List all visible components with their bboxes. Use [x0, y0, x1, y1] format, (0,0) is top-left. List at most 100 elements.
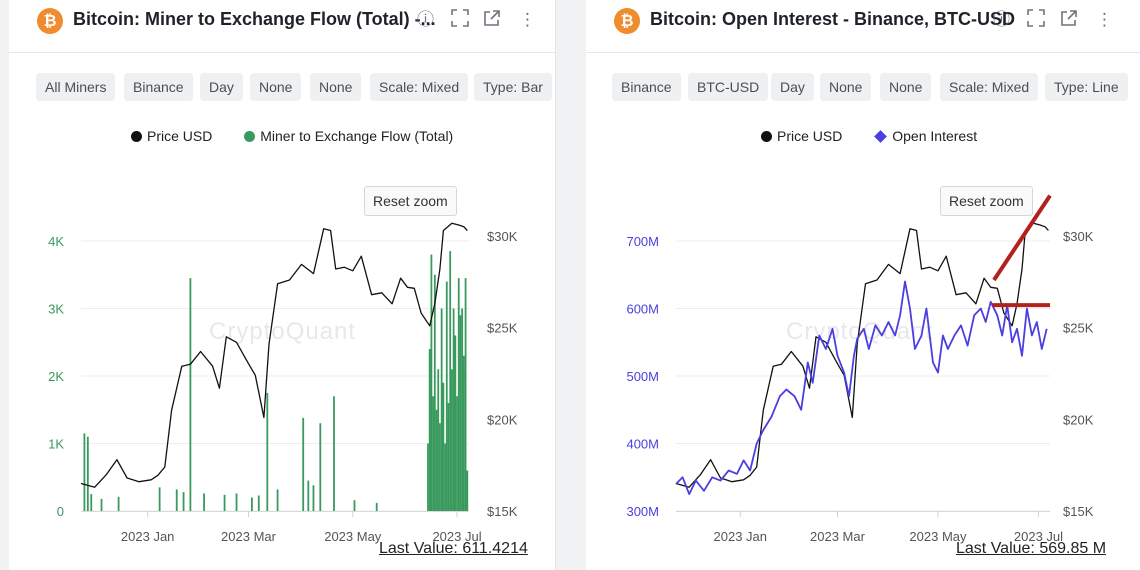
chip-type-selector[interactable]: Type: Bar: [474, 73, 552, 101]
y-right-tick-label: $20K: [1063, 412, 1094, 427]
flow-bar: [461, 308, 464, 511]
info-icon[interactable]: ⓘ: [417, 10, 434, 30]
chart-panel-miner-flow: ₿ Bitcoin: Miner to Exchange Flow (Total…: [9, 0, 556, 570]
flow-bar: [307, 480, 310, 511]
chip-ma-selector-2[interactable]: None: [310, 73, 362, 101]
flow-bar: [428, 349, 431, 511]
x-tick-label: 2023 Jan: [121, 529, 175, 544]
chip-scale-selector[interactable]: Scale: Mixed: [370, 73, 469, 101]
x-tick-label: 2023 Mar: [810, 529, 866, 544]
chart-legend: Price USD Open Interest: [761, 128, 1005, 144]
info-icon[interactable]: ⓘ: [993, 10, 1010, 30]
more-vertical-icon[interactable]: ⋮: [1096, 10, 1113, 30]
flow-bar: [457, 278, 460, 511]
flow-bar: [449, 251, 452, 511]
filter-chips: Binance BTC-USD Day None None Scale: Mix…: [586, 73, 1140, 101]
x-tick-label: 2023 Jul: [1014, 529, 1063, 544]
y-left-tick-label: 700M: [626, 234, 659, 249]
flow-bar: [430, 254, 433, 511]
legend-marker: [761, 131, 772, 142]
chip-ma-selector[interactable]: None: [250, 73, 302, 101]
y-left-tick-label: 0: [57, 504, 64, 519]
x-tick-label: 2023 May: [909, 529, 967, 544]
chart-plot-area: 0 1K 2K 3K 4K $15K $20K $25K $30K 2023 Jan 2023 Ma…: [48, 222, 518, 544]
y-right-tick-label: $25K: [487, 321, 518, 336]
flow-bar: [447, 403, 450, 511]
flow-bar: [90, 494, 93, 511]
legend-marker: [131, 131, 142, 142]
chip-miner-selector[interactable]: All Miners: [36, 73, 116, 101]
fullscreen-icon[interactable]: [451, 9, 469, 33]
reset-zoom-button[interactable]: Reset zoom: [364, 186, 457, 216]
flow-bar: [440, 308, 443, 511]
chip-type-selector[interactable]: Type: Line: [1045, 73, 1128, 101]
legend-item-flow[interactable]: Miner to Exchange Flow (Total): [244, 128, 453, 144]
legend-label: Price USD: [147, 128, 213, 144]
flow-bar: [445, 281, 448, 511]
flow-bar: [223, 494, 226, 511]
external-link-icon[interactable]: [483, 9, 501, 33]
bitcoin-icon: ₿: [37, 8, 63, 34]
flow-bar: [158, 487, 161, 511]
y-right-tick-label: $25K: [1063, 321, 1094, 336]
external-link-icon[interactable]: [1060, 9, 1078, 33]
y-left-tick-label: 3K: [48, 302, 64, 317]
legend-marker: [244, 131, 256, 142]
chip-window-selector[interactable]: Day: [771, 73, 814, 101]
flow-bar: [86, 436, 89, 511]
flow-bar: [442, 382, 445, 511]
y-left-tick-label: 400M: [626, 437, 659, 452]
y-left-tick-label: 600M: [626, 302, 659, 317]
bitcoin-icon: ₿: [614, 8, 640, 34]
y-left-tick-label: 500M: [626, 369, 659, 384]
flow-bar: [182, 492, 185, 511]
chart-title: Bitcoin: Open Interest - Binance, BTC-US…: [650, 9, 1016, 29]
trend-annotation-line: [992, 194, 1052, 282]
flow-bar: [462, 355, 465, 511]
flow-bar: [175, 489, 178, 511]
y-left-tick-label: 1K: [48, 437, 64, 452]
price-line: [80, 222, 468, 488]
y-right-tick-label: $20K: [487, 412, 518, 427]
flow-bar: [312, 485, 315, 511]
flow-bar: [456, 396, 458, 511]
open-interest-line: [675, 280, 1048, 495]
fullscreen-icon[interactable]: [1027, 9, 1045, 33]
chart-legend: Price USD Miner to Exchange Flow (Total): [131, 128, 481, 144]
y-left-tick-label: 300M: [626, 504, 659, 519]
chip-ma-selector-2[interactable]: None: [880, 73, 932, 101]
flow-bar: [83, 433, 86, 511]
chart-panel-open-interest: ₿ Bitcoin: Open Interest - Binance, BTC-…: [586, 0, 1140, 570]
chip-scale-selector[interactable]: Scale: Mixed: [940, 73, 1039, 101]
price-line: [675, 222, 1049, 488]
chip-ma-selector[interactable]: None: [820, 73, 872, 101]
flow-bar: [454, 335, 457, 511]
panel-header: ₿ Bitcoin: Miner to Exchange Flow (Total…: [9, 0, 555, 53]
flow-bar: [189, 278, 192, 511]
more-vertical-icon[interactable]: ⋮: [519, 10, 536, 30]
panel-header: ₿ Bitcoin: Open Interest - Binance, BTC-…: [586, 0, 1140, 53]
flow-bar: [100, 498, 103, 511]
reset-zoom-button[interactable]: Reset zoom: [940, 186, 1033, 216]
legend-item-open-interest[interactable]: Open Interest: [874, 128, 977, 144]
x-tick-label: 2023 Jan: [714, 529, 768, 544]
x-tick-label: 2023 May: [324, 529, 382, 544]
legend-item-price[interactable]: Price USD: [131, 128, 212, 144]
flow-bar: [452, 308, 455, 511]
chip-pair-selector[interactable]: BTC-USD: [688, 73, 769, 101]
flow-bar: [266, 392, 269, 511]
chart-title: Bitcoin: Miner to Exchange Flow (Total) …: [73, 9, 436, 29]
chip-exchange-selector[interactable]: Binance: [124, 73, 193, 101]
flow-bar: [333, 396, 335, 511]
legend-item-price[interactable]: Price USD: [761, 128, 842, 144]
x-tick-label: 2023 Mar: [221, 529, 277, 544]
legend-label: Price USD: [777, 128, 843, 144]
flow-bar: [439, 423, 441, 511]
chip-exchange-selector[interactable]: Binance: [612, 73, 681, 101]
flow-bar: [203, 493, 205, 511]
flow-bar: [235, 493, 238, 511]
legend-label: Miner to Exchange Flow (Total): [260, 128, 454, 144]
chip-window-selector[interactable]: Day: [200, 73, 243, 101]
y-right-tick-label: $30K: [1063, 229, 1094, 244]
flow-bar: [427, 443, 429, 511]
